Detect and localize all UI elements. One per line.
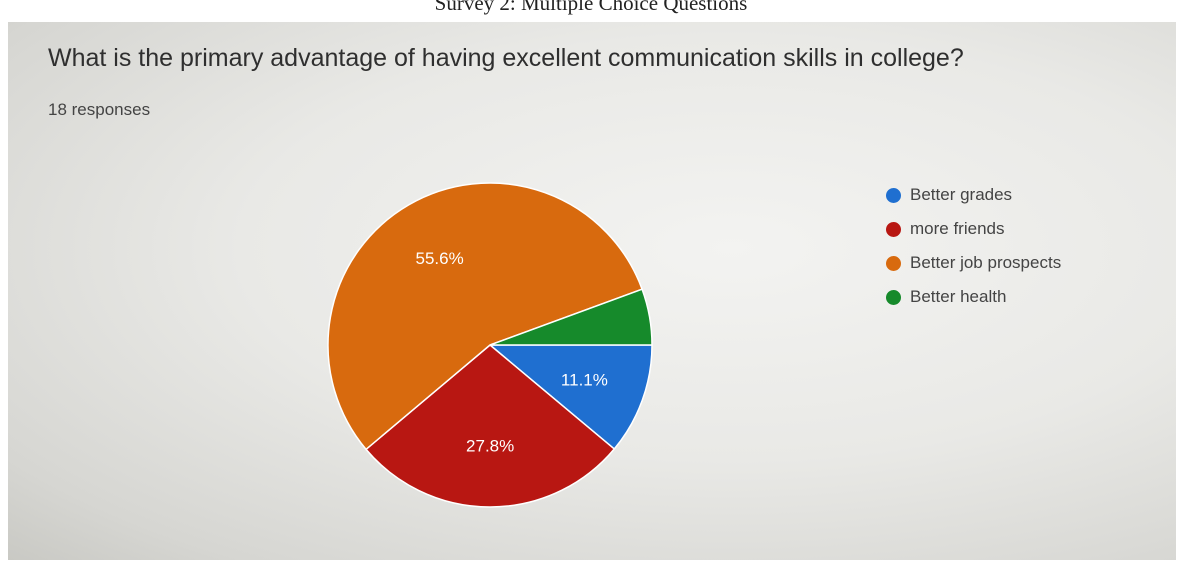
legend-item-4: Better health	[886, 280, 1061, 314]
legend-item-2: more friends	[886, 212, 1061, 246]
question-title: What is the primary advantage of having …	[48, 44, 964, 72]
legend: Better grades more friends Better job pros…	[886, 178, 1061, 314]
legend-swatch	[886, 255, 901, 271]
legend-item-1: Better grades	[886, 178, 1061, 212]
slice-label-3: 55.6%	[415, 249, 463, 268]
pie-slice-2	[365, 344, 616, 508]
legend-swatch	[886, 221, 901, 237]
figure-caption: Survey 2: Multiple Choice Questions	[434, 0, 748, 15]
pie-chart: 11.1% 27.8% 55.6%	[327, 182, 653, 508]
slice-label-2: 27.8%	[466, 436, 514, 455]
pie-slice-3	[327, 182, 644, 451]
legend-swatch	[886, 289, 901, 305]
legend-label: Better health	[910, 287, 1007, 306]
chart-card: What is the primary advantage of having …	[8, 22, 1176, 560]
legend-label: more friends	[910, 219, 1005, 238]
legend-swatch	[886, 187, 901, 203]
pie-slice-4	[489, 288, 653, 346]
legend-item-3: Better job prospects	[886, 246, 1061, 280]
slice-label-1: 11.1%	[561, 370, 608, 389]
response-count: 18 responses	[48, 100, 151, 119]
pie-slice-1	[487, 344, 653, 451]
legend-label: Better job prospects	[910, 253, 1062, 272]
legend-label: Better grades	[910, 185, 1013, 204]
